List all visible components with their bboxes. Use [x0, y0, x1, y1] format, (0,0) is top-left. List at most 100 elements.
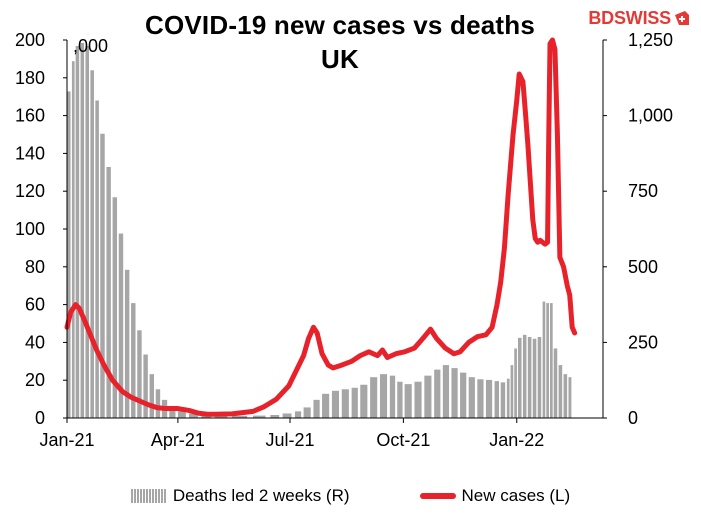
left-tick-label: 40 — [25, 332, 45, 352]
legend-item-cases: New cases (L) — [419, 486, 571, 506]
deaths-bar — [532, 338, 537, 418]
left-axis-unit-label: ,000 — [73, 36, 108, 56]
right-tick-label: 500 — [628, 257, 658, 277]
deaths-bar — [451, 368, 458, 418]
deaths-bar — [360, 384, 368, 418]
deaths-bar — [71, 61, 75, 419]
deaths-bar — [137, 330, 142, 418]
deaths-bar — [370, 377, 378, 418]
deaths-bar — [485, 379, 493, 418]
deaths-bar — [468, 377, 475, 418]
chart-title-line1: COVID-19 new cases vs deaths — [144, 10, 535, 40]
deaths-bar — [563, 374, 568, 418]
deaths-bar — [568, 377, 572, 418]
left-tick-label: 200 — [15, 30, 45, 50]
axes-group — [63, 39, 607, 423]
deaths-bar — [143, 354, 148, 418]
left-tick-label: 180 — [15, 68, 45, 88]
deaths-bar — [80, 43, 85, 419]
deaths-bar — [514, 348, 517, 418]
deaths-bar — [442, 365, 450, 418]
deaths-bar — [95, 100, 99, 418]
right-tick-label: 0 — [628, 408, 638, 428]
left-tick-label: 80 — [25, 257, 45, 277]
deaths-bar — [500, 382, 506, 418]
deaths-bar — [100, 133, 105, 419]
brand-logo: BD SWISS — [588, 8, 689, 28]
deaths-bar — [75, 46, 80, 419]
x-tick-label: Jan-22 — [489, 430, 544, 450]
deaths-bar — [379, 374, 388, 418]
deaths-bar — [155, 389, 161, 418]
deaths-bar — [434, 369, 441, 418]
deaths-bar — [404, 384, 412, 418]
deaths-bar — [414, 381, 422, 418]
x-tick-label: Oct-21 — [376, 430, 430, 450]
chart-legend: Deaths led 2 weeks (R) New cases (L) — [0, 484, 701, 508]
deaths-bar — [169, 407, 176, 418]
deaths-bar — [232, 415, 248, 418]
deaths-bar — [177, 411, 186, 418]
deaths-bar — [90, 70, 94, 419]
deaths-bar — [510, 365, 514, 418]
legend-label-cases: New cases (L) — [461, 486, 571, 505]
right-tick-label: 1,000 — [628, 106, 673, 126]
deaths-bar — [460, 372, 467, 418]
deaths-bar — [527, 336, 532, 418]
left-tick-label: 0 — [35, 408, 45, 428]
left-tick-label: 120 — [15, 181, 45, 201]
deaths-bar — [303, 407, 311, 418]
deaths-bar — [294, 411, 302, 418]
deaths-bar — [282, 413, 292, 418]
deaths-bar — [553, 348, 558, 418]
deaths-bars-group — [67, 43, 572, 419]
left-tick-label: 160 — [15, 106, 45, 126]
brand-logo-bd: BD — [588, 7, 614, 28]
deaths-bar — [188, 413, 198, 418]
deaths-bar — [558, 365, 563, 418]
deaths-bar — [424, 375, 432, 418]
deaths-bar — [67, 91, 71, 418]
deaths-bar — [341, 389, 349, 418]
deaths-bar — [112, 197, 118, 418]
left-tick-label: 20 — [25, 370, 45, 390]
chart-title: COVID-19 new cases vs deaths UK — [60, 8, 620, 76]
legend-label-deaths: Deaths led 2 weeks (R) — [172, 486, 350, 505]
deaths-bar — [550, 303, 553, 418]
swiss-cross-flag-icon — [675, 11, 689, 25]
cases-series-line — [64, 37, 578, 417]
right-tick-label: 750 — [628, 181, 658, 201]
deaths-bar — [389, 375, 396, 418]
brand-logo-swiss: SWISS — [613, 7, 671, 28]
deaths-bar — [131, 303, 136, 418]
deaths-bar — [494, 381, 500, 418]
deaths-bar — [522, 334, 527, 418]
deaths-bar — [517, 337, 522, 418]
deaths-bar — [351, 387, 358, 418]
deaths-bar — [253, 415, 266, 418]
legend-item-deaths: Deaths led 2 weeks (R) — [130, 486, 350, 506]
left-tick-label: 60 — [25, 295, 45, 315]
deaths-bar — [397, 381, 403, 418]
right-tick-label: 250 — [628, 332, 658, 352]
deaths-bar — [270, 414, 280, 418]
left-tick-label: 140 — [15, 143, 45, 163]
legend-swatch-deaths — [130, 489, 167, 503]
deaths-bar — [85, 46, 90, 419]
deaths-bar — [149, 374, 154, 418]
deaths-bar — [506, 378, 510, 418]
deaths-bar — [542, 301, 546, 418]
chart-title-line2: UK — [321, 44, 359, 74]
x-tick-label: Jan-21 — [39, 430, 94, 450]
deaths-bar — [537, 336, 542, 418]
deaths-bar — [313, 399, 320, 418]
deaths-bar — [124, 269, 130, 418]
x-tick-label: Apr-21 — [151, 430, 205, 450]
deaths-bar — [118, 233, 124, 418]
deaths-bar — [214, 415, 228, 418]
deaths-bar — [546, 303, 549, 418]
left-tick-label: 100 — [15, 219, 45, 239]
cases-line-group — [64, 37, 578, 417]
